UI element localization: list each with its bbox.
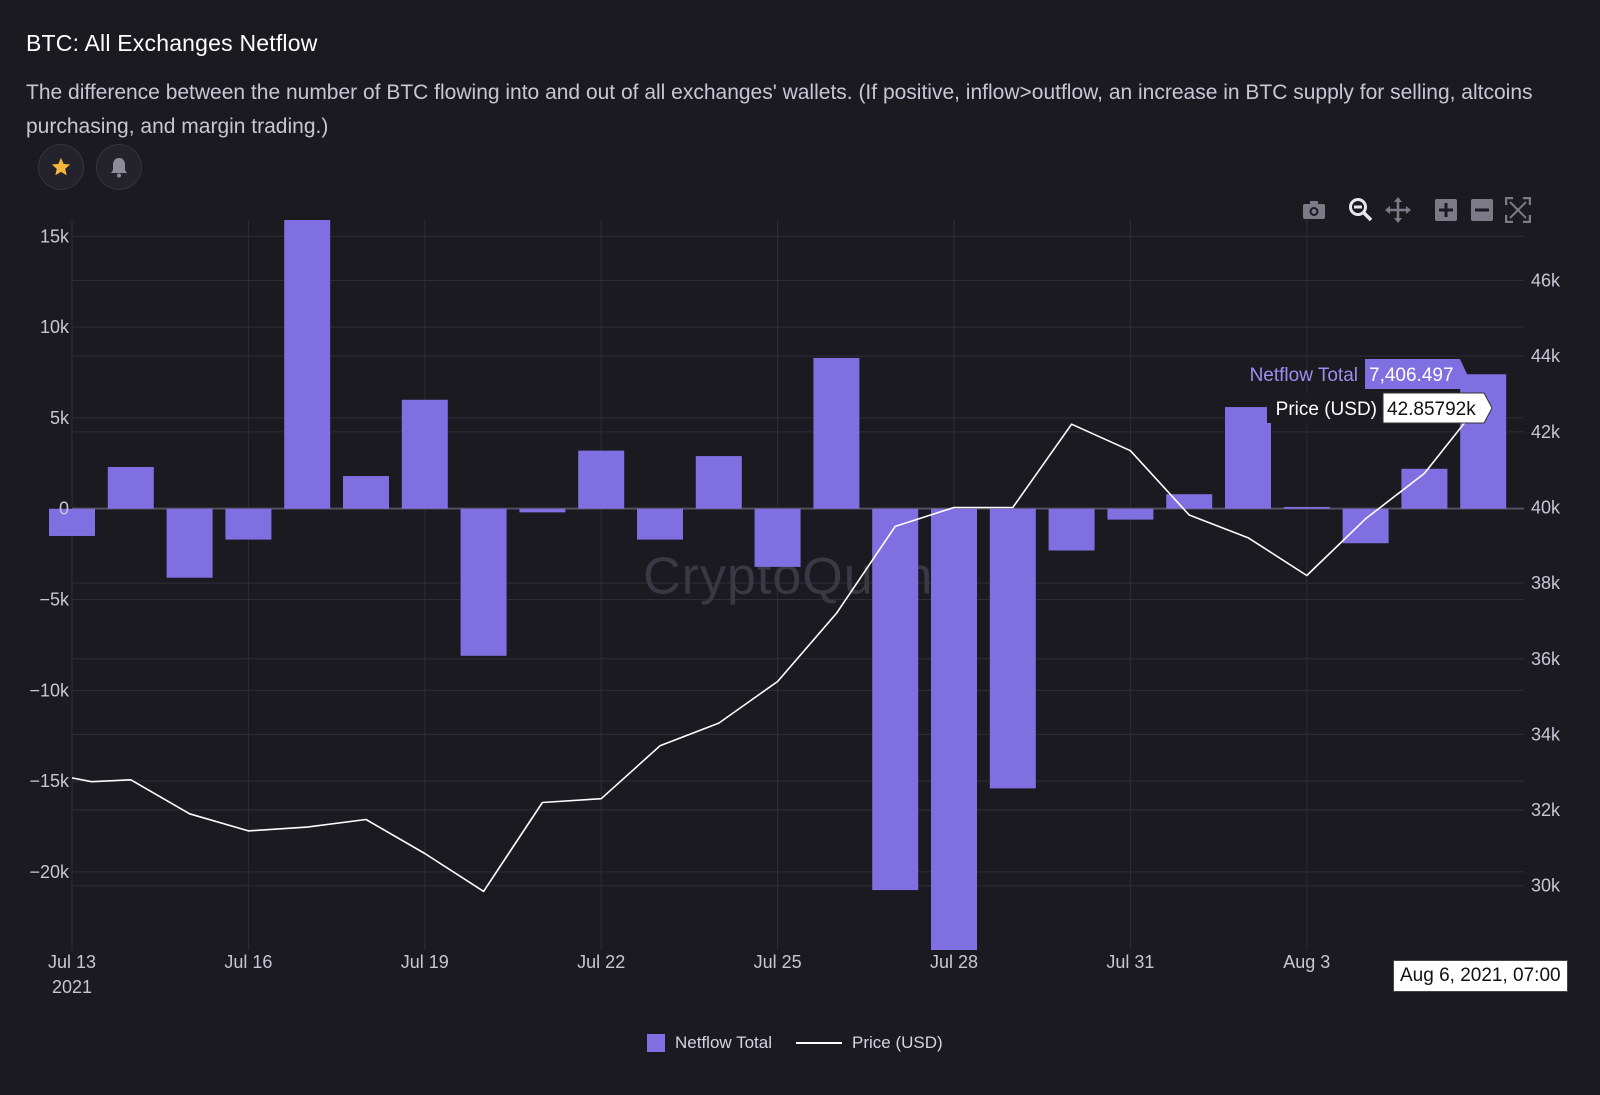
price-line-group: [71, 398, 1484, 893]
chart-title: BTC: All Exchanges Netflow: [26, 30, 318, 56]
right-axis-ticks: 46k 44k 42k 40k 38k 36k 34k 32k 30k: [1531, 271, 1561, 896]
netflow-bar: [166, 508, 213, 578]
price-line: [71, 398, 1484, 893]
netflow-bar: [989, 508, 1036, 789]
legend-price-swatch: [796, 1042, 843, 1044]
netflow-bar: [695, 456, 742, 509]
netflow-bar: [637, 508, 683, 540]
x-tick-label: Jul 25: [754, 952, 802, 972]
x-year-label: 2021: [52, 977, 92, 997]
left-tick-label: −20k: [29, 862, 70, 882]
netflow-bar: [931, 508, 977, 950]
left-tick-label: 0: [59, 499, 69, 519]
legend-netflow-swatch: [647, 1034, 665, 1052]
netflow-bar: [284, 220, 331, 509]
right-tick-label: 32k: [1531, 800, 1561, 820]
right-tick-label: 38k: [1531, 573, 1561, 593]
x-tick-label: Aug 3: [1283, 952, 1330, 972]
x-tick-label: Jul 16: [224, 952, 272, 972]
left-tick-label: 15k: [40, 226, 70, 246]
x-tick-label: Jul 31: [1106, 952, 1154, 972]
x-tick-label: Jul 28: [930, 952, 978, 972]
star-icon: [51, 157, 71, 176]
netflow-bar: [1283, 506, 1330, 509]
netflow-bar: [1048, 508, 1095, 551]
left-axis-ticks: 15k 10k 5k 0 −5k −10k −15k −20k: [29, 226, 70, 882]
left-tick-label: −15k: [29, 771, 70, 791]
netflow-bar: [401, 399, 448, 509]
autoscale-icon[interactable]: [1504, 196, 1532, 224]
hover-price-label: Price (USD): [1276, 399, 1377, 420]
x-axis-ticks: Jul 13 Jul 16 Jul 19 Jul 22 Jul 25 Jul 28 Jul …: [48, 952, 1330, 997]
netflow-bar: [578, 450, 625, 509]
pan-icon[interactable]: [1384, 196, 1412, 224]
camera-icon[interactable]: [1300, 196, 1328, 224]
zoom-out-icon[interactable]: [1468, 196, 1496, 224]
netflow-bar: [872, 508, 919, 891]
netflow-bar: [519, 508, 566, 513]
netflow-bar: [107, 466, 154, 509]
zoom-icon[interactable]: [1347, 196, 1375, 224]
left-tick-label: 5k: [50, 408, 70, 428]
right-tick-label: 44k: [1531, 346, 1561, 366]
netflow-bar: [813, 358, 860, 509]
hover-price-value: 42.85792k: [1387, 399, 1476, 420]
right-tick-label: 30k: [1531, 876, 1561, 896]
netflow-bar: [1166, 494, 1213, 509]
right-tick-label: 36k: [1531, 649, 1561, 669]
hover-date-label: Aug 6, 2021, 07:00: [1393, 960, 1568, 992]
netflow-bar: [1107, 508, 1154, 520]
netflow-bar: [1342, 508, 1389, 544]
left-tick-label: 10k: [40, 317, 70, 337]
chart-description: The difference between the number of BTC…: [26, 81, 1533, 138]
legend-price-label[interactable]: Price (USD): [852, 1033, 943, 1052]
chart-legend: Netflow Total Price (USD): [647, 1030, 943, 1056]
hover-price: Price (USD) 42.85792k: [1267, 392, 1493, 424]
hover-netflow-value: 7,406.497: [1369, 365, 1454, 386]
x-tick-label: Jul 19: [401, 952, 449, 972]
left-tick-label: −10k: [29, 680, 70, 700]
bell-icon: [111, 158, 127, 178]
netflow-bar: [754, 508, 801, 567]
x-tick-label: Jul 13: [48, 952, 96, 972]
alert-button[interactable]: [96, 144, 142, 190]
favorite-button[interactable]: [38, 144, 84, 190]
netflow-bar: [1401, 468, 1448, 509]
zoom-in-icon[interactable]: [1432, 196, 1460, 224]
netflow-bars: [49, 220, 1507, 950]
netflow-bar: [343, 476, 389, 509]
hover-netflow: Netflow Total 7,406.497: [1250, 359, 1467, 389]
chart-toolbar: [1300, 196, 1550, 226]
left-tick-label: −5k: [39, 590, 70, 610]
right-tick-label: 34k: [1531, 724, 1561, 744]
netflow-bar: [1225, 407, 1271, 509]
right-tick-label: 42k: [1531, 422, 1561, 442]
netflow-bar: [460, 508, 507, 656]
netflow-bar: [225, 508, 272, 540]
netflow-bar: [49, 508, 95, 536]
x-tick-label: Jul 22: [577, 952, 625, 972]
hover-netflow-label: Netflow Total: [1250, 365, 1358, 386]
right-tick-label: 46k: [1531, 271, 1561, 291]
right-tick-label: 40k: [1531, 497, 1561, 517]
legend-netflow-label[interactable]: Netflow Total: [675, 1033, 773, 1052]
